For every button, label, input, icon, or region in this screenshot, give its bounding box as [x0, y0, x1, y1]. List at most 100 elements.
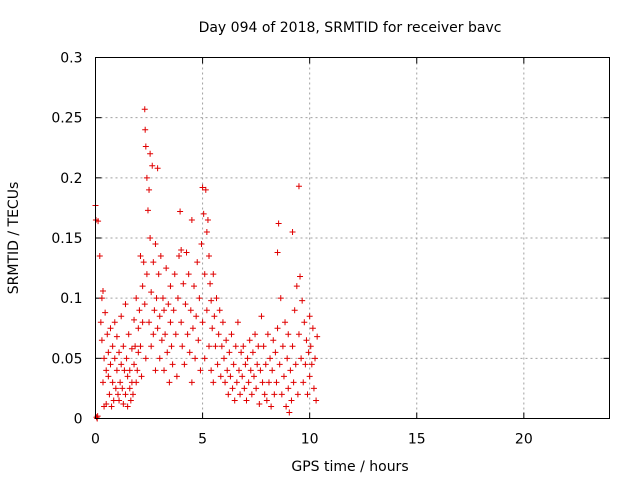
data-point [199, 184, 206, 191]
data-point [300, 379, 307, 386]
data-point [116, 349, 123, 356]
y-tick-label: 0.3 [60, 51, 82, 67]
data-point [109, 379, 116, 386]
data-point [273, 379, 280, 386]
data-point [146, 319, 153, 326]
data-point [302, 361, 309, 368]
data-point [95, 218, 102, 225]
data-point [147, 235, 154, 241]
data-point [150, 259, 157, 266]
data-point [180, 280, 187, 287]
data-point [271, 391, 278, 398]
data-point [237, 391, 244, 398]
data-point [178, 247, 185, 254]
data-point [214, 361, 221, 368]
data-point [108, 403, 115, 410]
x-tick-label: 15 [408, 432, 426, 448]
data-point [275, 220, 282, 227]
data-point [161, 307, 168, 314]
data-point [118, 313, 125, 320]
data-point [112, 385, 119, 392]
data-point [172, 331, 179, 338]
data-point [113, 333, 120, 340]
data-point [305, 349, 312, 356]
data-point [193, 313, 200, 320]
data-point [222, 379, 229, 386]
data-point [204, 216, 211, 223]
data-point [152, 241, 159, 248]
data-point [178, 319, 185, 326]
x-tick-label: 10 [301, 432, 319, 448]
y-tick-label: 0 [74, 412, 83, 428]
data-point [126, 385, 133, 392]
data-point [223, 337, 230, 344]
data-point [286, 409, 293, 416]
data-point [295, 183, 302, 190]
data-point [264, 331, 271, 338]
data-point [142, 126, 149, 133]
data-point [155, 271, 162, 278]
data-point [105, 349, 112, 356]
y-tick-label: 0.2 [60, 171, 82, 187]
data-point [289, 228, 296, 235]
data-point [105, 373, 112, 380]
data-point [198, 241, 205, 248]
data-point [127, 397, 134, 404]
data-point [213, 295, 220, 302]
x-tick-labels: 0 5 10 15 20 [91, 432, 533, 448]
data-point [168, 343, 175, 350]
data-point [291, 307, 298, 314]
data-point [116, 397, 123, 404]
x-tick-label: 20 [515, 432, 533, 448]
data-point [150, 331, 157, 338]
data-point [254, 361, 261, 368]
data-point [253, 385, 260, 392]
data-point [196, 295, 203, 302]
data-point [309, 325, 316, 332]
data-point [285, 331, 292, 338]
y-tick-label: 0.25 [51, 111, 82, 127]
data-point [247, 367, 254, 374]
data-point [294, 391, 301, 398]
data-point [99, 287, 106, 294]
data-point [154, 325, 161, 332]
data-point [170, 307, 177, 314]
data-point [114, 391, 121, 398]
data-point [163, 265, 170, 272]
data-point [152, 367, 159, 374]
data-point [122, 391, 129, 398]
data-point [265, 379, 272, 386]
data-point [139, 319, 146, 326]
data-point [238, 349, 245, 356]
data-point [156, 355, 163, 362]
data-point [270, 337, 277, 344]
data-point [139, 283, 146, 290]
data-point [295, 331, 302, 338]
data-point [103, 401, 110, 408]
data-point [226, 349, 233, 356]
data-point [268, 403, 275, 410]
data-point [98, 337, 105, 344]
data-point [284, 355, 291, 362]
data-point [299, 297, 306, 304]
data-point [101, 355, 108, 362]
data-point [119, 385, 126, 392]
data-point [194, 259, 201, 266]
data-point [261, 391, 268, 398]
data-point [233, 379, 240, 386]
data-point [107, 325, 114, 332]
data-point [199, 319, 206, 326]
data-point [126, 367, 133, 374]
data-point [215, 331, 222, 338]
data-point [200, 210, 207, 217]
data-point [283, 403, 290, 410]
data-point [188, 216, 195, 223]
data-point [189, 325, 196, 332]
data-point [177, 208, 184, 215]
data-points [92, 106, 321, 422]
data-point [124, 373, 131, 380]
data-point [304, 391, 311, 398]
data-point [244, 355, 251, 362]
data-point [188, 379, 195, 386]
data-point [288, 397, 295, 404]
